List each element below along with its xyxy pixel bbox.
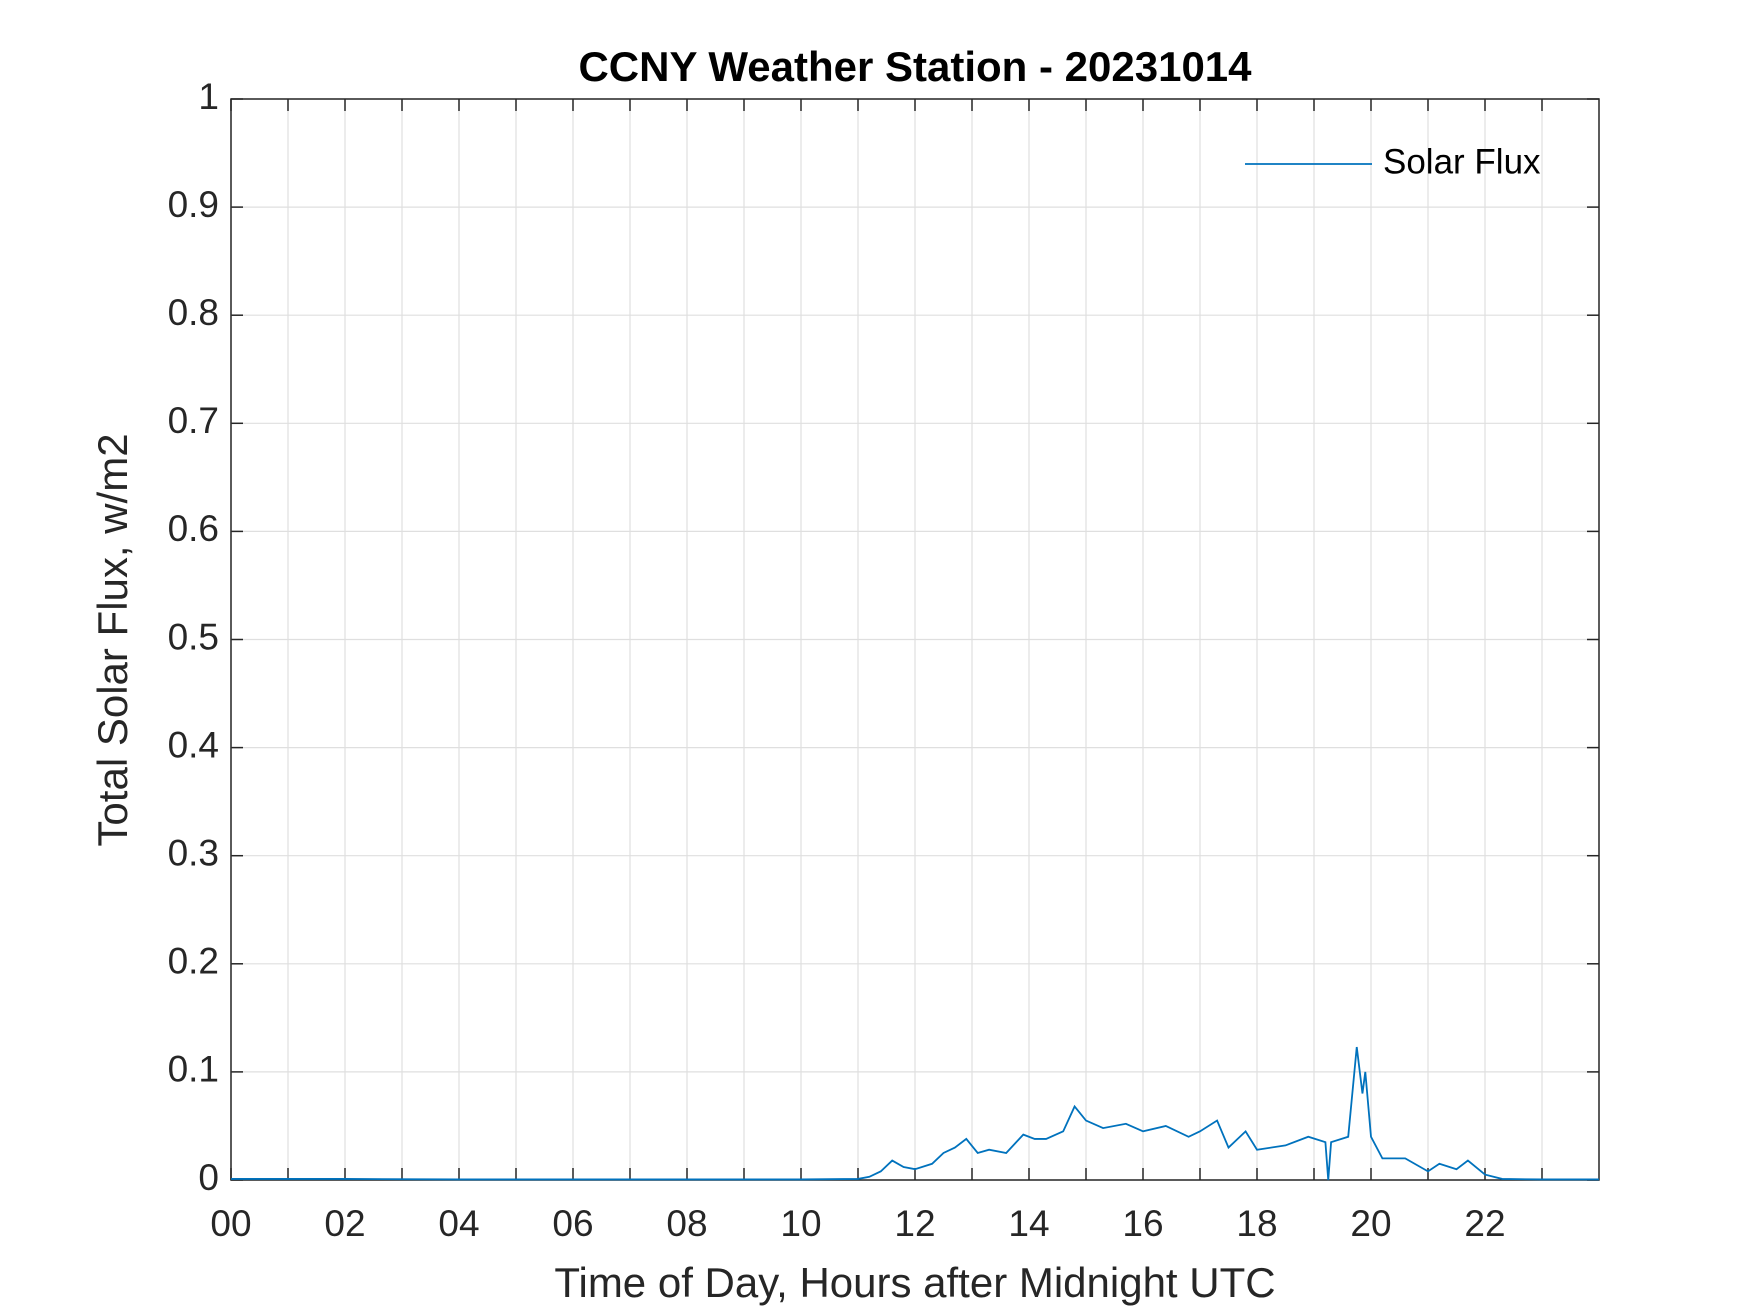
x-tick-label: 18	[1236, 1203, 1277, 1244]
x-tick-label: 04	[438, 1203, 479, 1244]
x-tick-label: 00	[210, 1203, 251, 1244]
x-tick-label: 08	[666, 1203, 707, 1244]
x-tick-label: 16	[1122, 1203, 1163, 1244]
y-tick-label: 0	[198, 1157, 219, 1198]
y-tick-label: 0.6	[168, 508, 219, 549]
y-tick-label: 0.8	[168, 292, 219, 333]
y-tick-label: 0.5	[168, 616, 219, 657]
x-axis-label: Time of Day, Hours after Midnight UTC	[554, 1259, 1275, 1306]
y-tick-label: 0.4	[168, 724, 219, 765]
y-tick-label: 0.3	[168, 832, 219, 873]
x-tick-label: 10	[780, 1203, 821, 1244]
y-tick-label: 0.1	[168, 1049, 219, 1090]
x-tick-label: 20	[1350, 1203, 1391, 1244]
chart-title: CCNY Weather Station - 20231014	[578, 43, 1252, 90]
x-tick-label: 22	[1464, 1203, 1505, 1244]
y-tick-label: 0.7	[168, 400, 219, 441]
y-tick-label: 1	[198, 76, 219, 117]
x-tick-label: 06	[552, 1203, 593, 1244]
legend-label: Solar Flux	[1383, 142, 1541, 181]
x-tick-label: 14	[1008, 1203, 1049, 1244]
y-axis-label: Total Solar Flux, w/m2	[89, 433, 136, 846]
y-tick-label: 0.9	[168, 184, 219, 225]
data-line	[231, 1046, 1599, 1181]
x-tick-label: 12	[894, 1203, 935, 1244]
plot-frame	[230, 98, 1600, 1181]
x-tick-label: 02	[324, 1203, 365, 1244]
y-tick-label: 0.2	[168, 941, 219, 982]
